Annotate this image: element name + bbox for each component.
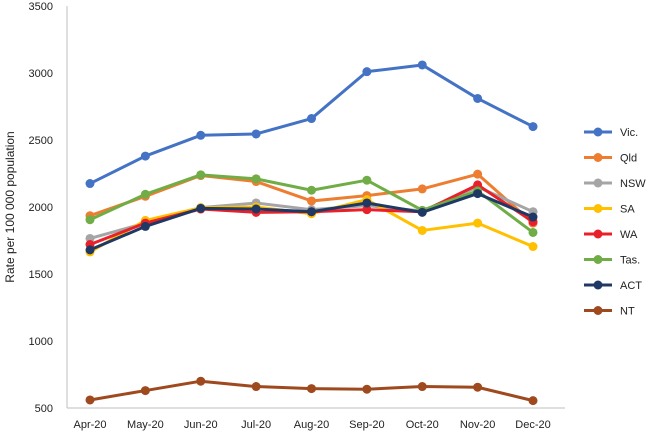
legend-label: NSW	[620, 178, 646, 190]
legend-label: Qld	[620, 153, 637, 165]
legend-label: Vic.	[620, 127, 638, 139]
legend-item: Vic.	[584, 127, 638, 139]
series-act	[85, 189, 538, 255]
x-tick-label: Jun-20	[184, 419, 218, 431]
data-point	[528, 396, 538, 406]
legend-swatch-marker	[593, 255, 603, 264]
legend-label: ACT	[620, 280, 642, 292]
data-point	[140, 386, 150, 396]
data-point	[528, 227, 538, 237]
legend-label: WA	[620, 229, 638, 241]
y-tick-label: 2500	[29, 135, 53, 147]
x-tick-labels: Apr-20 May-20 Jun-20 Jul-20 Aug-20 Sep-20 Oct-…	[73, 419, 550, 431]
data-point	[362, 175, 372, 185]
x-tick-label: Dec-20	[515, 419, 550, 431]
legend-item: NT	[584, 306, 635, 318]
data-point	[196, 130, 206, 140]
series-line	[89, 63, 534, 185]
legend-label: SA	[620, 204, 635, 216]
series-vic	[85, 60, 538, 189]
data-point	[307, 384, 316, 394]
legend-label: Tas.	[620, 255, 640, 267]
data-point	[362, 67, 372, 77]
y-tick-label: 2000	[29, 202, 53, 214]
y-axis-title: Rate per 100 000 population	[3, 131, 17, 282]
x-tick-label: Oct-20	[406, 419, 439, 431]
legend-item: WA	[584, 229, 638, 241]
legend-item: SA	[584, 204, 635, 216]
data-point	[417, 382, 427, 392]
data-point	[251, 382, 261, 392]
legend-item: Tas.	[584, 255, 640, 267]
legend-item: NSW	[584, 178, 646, 190]
data-point	[85, 215, 95, 225]
y-tick-label: 3500	[29, 1, 53, 13]
data-point	[417, 207, 427, 217]
data-point	[140, 221, 150, 231]
data-point	[473, 382, 483, 392]
data-point	[85, 395, 95, 405]
data-point	[85, 245, 95, 255]
data-point	[307, 185, 316, 195]
data-point	[196, 376, 206, 386]
data-point	[362, 198, 372, 208]
legend-item: Qld	[584, 153, 637, 165]
data-point	[140, 151, 150, 161]
x-tick-label: Aug-20	[294, 419, 329, 431]
legend-item: ACT	[584, 280, 642, 292]
data-point	[307, 196, 316, 206]
data-point	[473, 93, 483, 103]
x-tick-label: May-20	[127, 419, 164, 431]
x-tick-label: Jul-20	[241, 419, 271, 431]
data-point	[473, 218, 483, 228]
legend-swatch-marker	[593, 127, 603, 137]
data-point	[417, 60, 427, 70]
x-tick-label: Apr-20	[73, 419, 106, 431]
series-layer	[85, 60, 538, 406]
y-tick-label: 3000	[29, 68, 53, 80]
data-point	[417, 225, 427, 235]
data-point	[251, 204, 261, 214]
data-point	[362, 205, 372, 215]
data-point	[307, 114, 316, 124]
data-point	[473, 189, 483, 199]
series-tas	[85, 170, 538, 237]
y-tick-label: 1000	[29, 336, 53, 348]
x-tick-label: Sep-20	[349, 419, 384, 431]
legend-swatch-marker	[593, 178, 603, 188]
x-tick-label: Nov-20	[460, 419, 495, 431]
data-point	[251, 129, 261, 139]
data-point	[417, 184, 427, 194]
data-point	[528, 242, 538, 252]
legend-swatch-marker	[593, 229, 603, 239]
data-point	[362, 384, 372, 394]
data-point	[196, 203, 206, 213]
y-tick-labels: 500 1000 1500 2000 2500 3000 3500	[29, 1, 53, 415]
y-tick-label: 500	[35, 403, 53, 415]
chart-axes	[66, 6, 565, 409]
data-point	[196, 170, 206, 180]
legend-swatch-marker	[593, 280, 603, 290]
legend-swatch-marker	[593, 204, 603, 213]
data-point	[307, 207, 316, 217]
legend-swatch-marker	[593, 306, 603, 315]
legend-swatch-marker	[593, 153, 603, 162]
data-point	[528, 122, 538, 132]
y-tick-label: 1500	[29, 269, 53, 281]
data-point	[251, 174, 261, 184]
legend-label: NT	[620, 306, 635, 318]
data-point	[528, 212, 538, 222]
series-nt	[85, 376, 538, 406]
data-point	[85, 179, 95, 189]
data-point	[473, 169, 483, 179]
data-point	[140, 189, 150, 199]
legend: Vic. Qld NSW SA WA Tas. ACT NT	[584, 127, 646, 318]
